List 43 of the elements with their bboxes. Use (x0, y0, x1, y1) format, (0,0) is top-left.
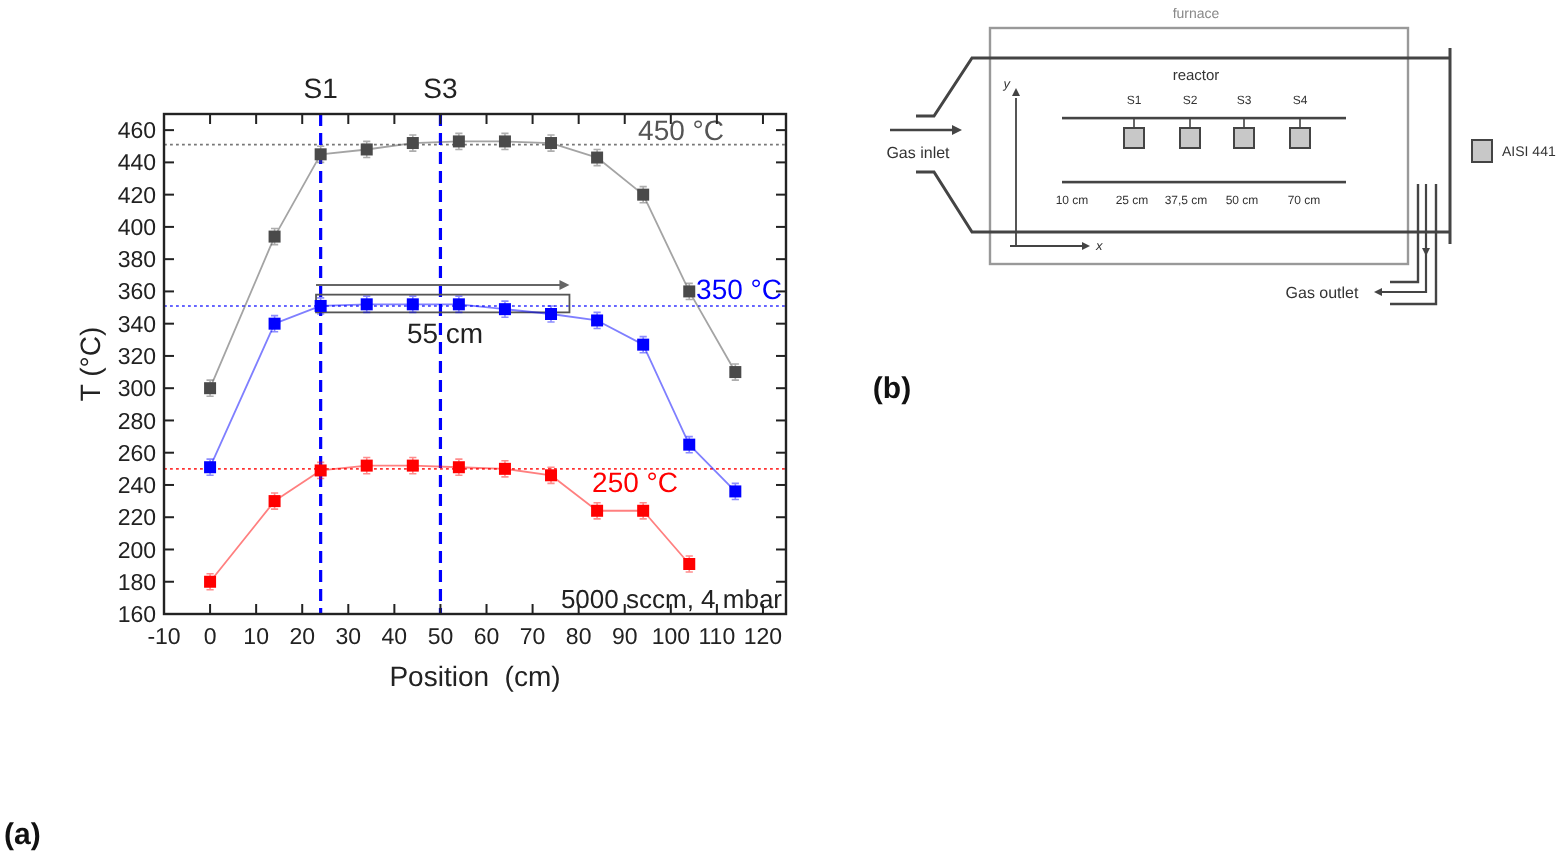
x-tick-label: 90 (611, 626, 638, 650)
y-tick-label: 340 (117, 313, 156, 338)
ref-line-label: 450 °C (638, 113, 724, 146)
y-tick-label: 280 (117, 410, 156, 435)
x-axis-title: Position (cm) (389, 660, 561, 692)
y-tick-label: 440 (117, 152, 156, 177)
text: Gas inlet (886, 144, 952, 162)
y-tick-label: 260 (117, 442, 156, 467)
x-tick-label: 120 (743, 626, 783, 650)
ref-line-label: 250 °C (592, 465, 678, 498)
y-tick-label: 400 (117, 216, 156, 241)
y-tick-label: 360 (117, 281, 156, 306)
x-tick-label: 30 (335, 626, 362, 650)
ref-line-label: S3 (423, 72, 458, 104)
y-tick-label: 380 (117, 249, 156, 274)
y-axis-title: T (°C) (74, 326, 106, 402)
y-tick-label: 320 (117, 345, 156, 370)
x-tick-label: 40 (381, 626, 408, 650)
x-tick-label: 100 (651, 626, 690, 650)
y-tick-label: 160 (117, 604, 156, 629)
y-tick-label: 460 (117, 120, 156, 145)
annotation: 5000 sccm, 4 mbar (560, 584, 784, 614)
annotation: 55 cm (406, 317, 484, 350)
text: (a) (4, 818, 41, 852)
x-tick-label: 110 (698, 626, 736, 650)
x-tick-label: 20 (289, 626, 316, 650)
ref-line-label: S1 (303, 72, 339, 104)
x-tick-label: -10 (147, 626, 181, 650)
x-tick-label: 50 (427, 626, 454, 650)
text: (b) (872, 372, 912, 406)
x-tick-label: 60 (473, 626, 500, 650)
y-tick-label: 420 (117, 184, 156, 209)
y-tick-label: 220 (117, 507, 156, 532)
y-tick-label: 180 (117, 571, 156, 596)
y-tick-label: 300 (117, 378, 156, 403)
x-tick-label: 70 (519, 626, 546, 650)
x-tick-label: 10 (243, 626, 269, 650)
x-tick-label: 0 (203, 626, 217, 650)
ref-line-label: 350 °C (696, 272, 782, 305)
text: Gas outlet (1285, 284, 1361, 302)
x-tick-label: 80 (565, 626, 592, 650)
y-tick-label: 240 (117, 475, 156, 500)
y-tick-label: 200 (117, 539, 156, 564)
